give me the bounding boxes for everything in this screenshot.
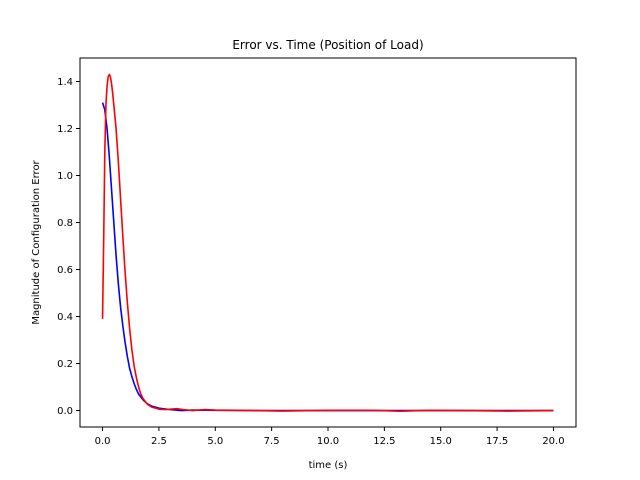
y-axis: 0.0 0.2 0.4 0.6 0.8 1.0 1.2 1.4 (57, 77, 80, 417)
x-tick-label: 7.5 (264, 436, 280, 447)
x-tick-label: 2.5 (151, 436, 167, 447)
x-tick-label: 17.5 (486, 436, 508, 447)
x-tick-label: 12.5 (373, 436, 395, 447)
y-tick-label: 1.2 (57, 124, 73, 135)
y-axis-label: Magnitude of Configuration Error (31, 159, 42, 324)
x-axis: 0.0 2.5 5.0 7.5 10.0 12.5 15.0 17.5 20.0 (95, 427, 565, 447)
y-tick-label: 0.4 (57, 312, 73, 323)
y-tick-label: 0.8 (57, 218, 73, 229)
y-tick-label: 1.4 (57, 77, 73, 88)
x-tick-label: 10.0 (317, 436, 339, 447)
series-line-1 (101, 73, 554, 413)
y-tick-label: 0.6 (57, 265, 73, 276)
x-tick-label: 0.0 (95, 436, 111, 447)
x-tick-label: 5.0 (207, 436, 223, 447)
x-axis-label: time (s) (309, 460, 348, 471)
x-tick-label: 20.0 (542, 436, 564, 447)
x-tick-label: 15.0 (430, 436, 452, 447)
y-tick-label: 0.2 (57, 359, 73, 370)
y-tick-label: 1.0 (57, 171, 73, 182)
plot-area (101, 73, 554, 413)
chart-title: Error vs. Time (Position of Load) (232, 38, 423, 52)
y-tick-label: 0.0 (57, 406, 73, 417)
